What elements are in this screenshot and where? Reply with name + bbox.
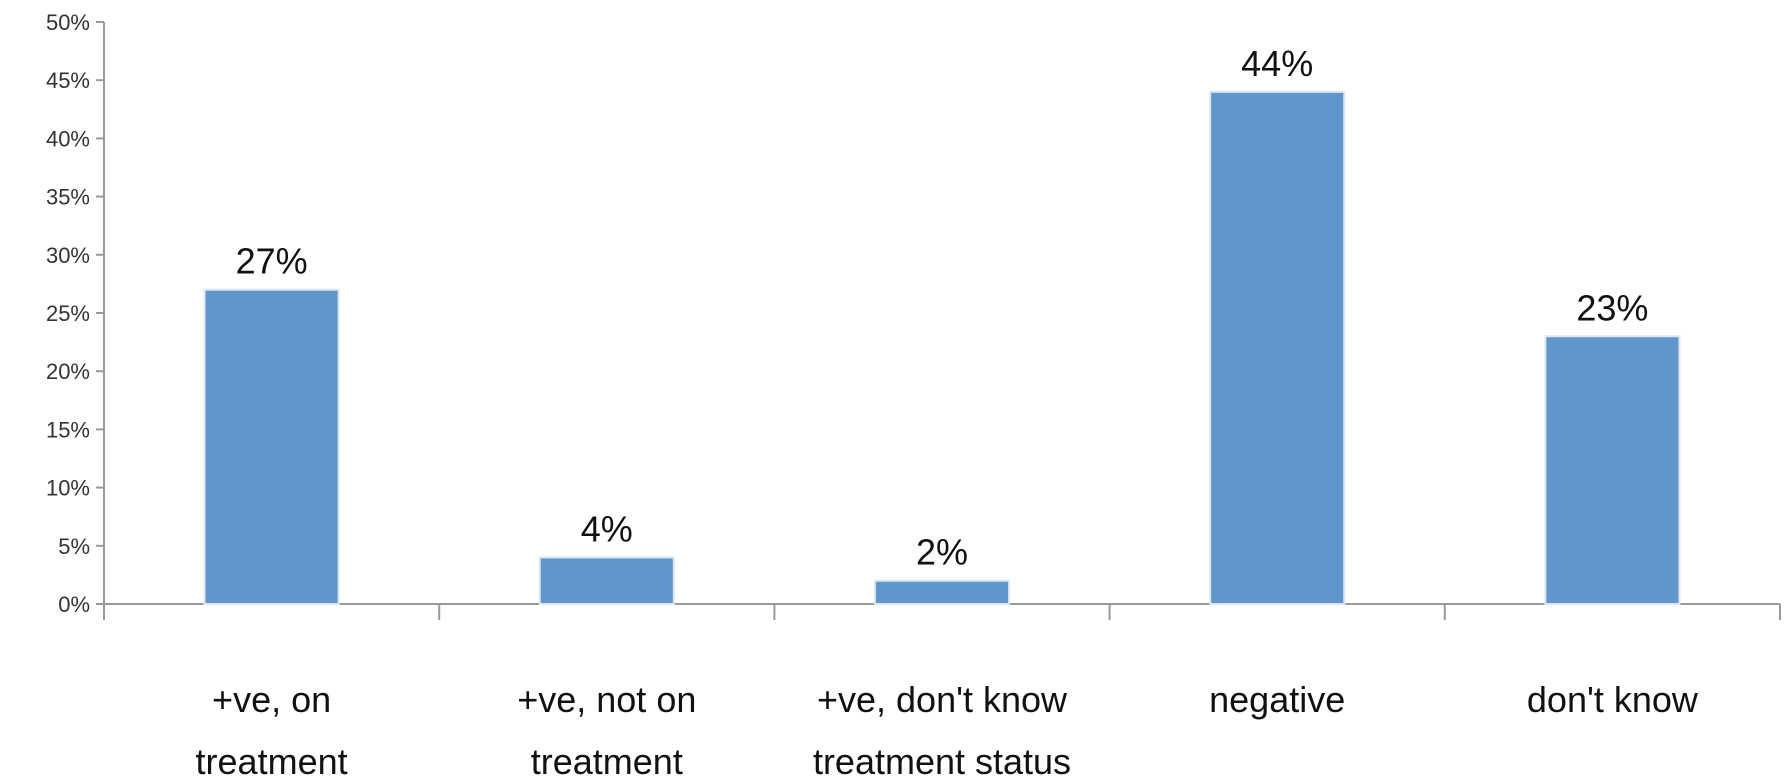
category-labels: +ve, on treatment +ve, not on treatment +ve,… xyxy=(196,679,1699,782)
bar xyxy=(203,288,340,605)
y-tick-label: 35% xyxy=(46,185,90,210)
data-label: 44% xyxy=(1241,43,1313,84)
bar xyxy=(873,579,1011,605)
data-label: 4% xyxy=(581,508,633,549)
x-category-label: negative xyxy=(1209,679,1345,720)
y-tick-label: 45% xyxy=(46,68,90,93)
y-tick-label: 40% xyxy=(46,126,90,151)
x-category-label: treatment status xyxy=(813,741,1071,782)
bar xyxy=(1544,335,1681,605)
y-tick-label: 10% xyxy=(46,476,90,501)
bar xyxy=(538,556,675,606)
y-tick-label: 50% xyxy=(46,10,90,35)
x-category-label: treatment xyxy=(196,741,348,782)
y-tick-label: 15% xyxy=(46,417,90,442)
bars xyxy=(203,90,1681,606)
y-tick-label: 25% xyxy=(46,301,90,326)
y-axis: 0% 5% 10% 15% 20% 25% 30% 35% 40% 45% 50% xyxy=(46,10,105,617)
bar xyxy=(1209,90,1346,605)
y-tick-label: 5% xyxy=(58,534,90,559)
x-category-label: +ve, not on xyxy=(517,679,696,720)
data-labels: 27% 4% 2% 44% 23% xyxy=(236,43,1649,573)
y-tick-label: 0% xyxy=(58,592,90,617)
data-label: 27% xyxy=(236,241,308,282)
y-tick-label: 30% xyxy=(46,243,90,268)
y-tick-label: 20% xyxy=(46,359,90,384)
x-axis xyxy=(103,603,1781,620)
x-category-label: treatment xyxy=(531,741,683,782)
data-label: 23% xyxy=(1576,287,1648,328)
x-category-label: +ve, don't know xyxy=(817,679,1068,720)
x-category-label: don't know xyxy=(1527,679,1699,720)
data-label: 2% xyxy=(916,532,968,573)
x-category-label: +ve, on xyxy=(212,679,331,720)
